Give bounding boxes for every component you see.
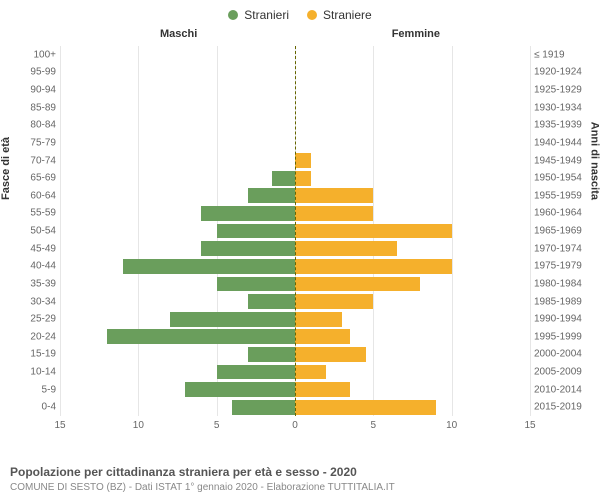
birth-year-label: 2000-2004 — [534, 349, 596, 360]
birth-year-label: 1980-1984 — [534, 278, 596, 289]
age-label: 95-99 — [8, 67, 56, 78]
age-label: 0-4 — [8, 402, 56, 413]
footer-subtitle: COMUNE DI SESTO (BZ) - Dati ISTAT 1° gen… — [10, 481, 590, 494]
birth-year-label: 1935-1939 — [534, 120, 596, 131]
birth-year-label: 1925-1929 — [534, 85, 596, 96]
x-tick-label: 10 — [446, 420, 457, 431]
bar-male — [217, 277, 295, 292]
gridline — [530, 46, 531, 416]
bar-female — [295, 241, 397, 256]
age-label: 65-69 — [8, 173, 56, 184]
bar-female — [295, 365, 326, 380]
legend-label-male: Stranieri — [244, 8, 289, 22]
center-line — [295, 46, 296, 416]
bar-male — [107, 329, 295, 344]
legend-dot-male — [228, 10, 238, 20]
legend-item-male: Stranieri — [228, 6, 289, 24]
birth-year-label: 1965-1969 — [534, 226, 596, 237]
bar-male — [201, 206, 295, 221]
bar-female — [295, 329, 350, 344]
age-label: 5-9 — [8, 384, 56, 395]
x-tick-label: 5 — [371, 420, 377, 431]
age-label: 75-79 — [8, 137, 56, 148]
bar-female — [295, 294, 373, 309]
x-tick-label: 10 — [133, 420, 144, 431]
age-label: 40-44 — [8, 261, 56, 272]
birth-year-label: 1930-1934 — [534, 102, 596, 113]
age-label: 50-54 — [8, 226, 56, 237]
bar-female — [295, 277, 420, 292]
chart-area: Maschi Femmine Fasce di età Anni di nasc… — [0, 24, 600, 444]
birth-year-label: 1940-1944 — [534, 137, 596, 148]
birth-year-label: 2015-2019 — [534, 402, 596, 413]
age-label: 25-29 — [8, 314, 56, 325]
bar-female — [295, 382, 350, 397]
birth-year-label: 1945-1949 — [534, 155, 596, 166]
bar-male — [232, 400, 295, 415]
age-label: 100+ — [8, 49, 56, 60]
column-title-female: Femmine — [392, 28, 440, 40]
bar-female — [295, 188, 373, 203]
bar-female — [295, 224, 452, 239]
legend-dot-female — [307, 10, 317, 20]
age-label: 15-19 — [8, 349, 56, 360]
bar-female — [295, 259, 452, 274]
age-label: 30-34 — [8, 296, 56, 307]
birth-year-label: 2010-2014 — [534, 384, 596, 395]
bar-male — [123, 259, 295, 274]
birth-year-label: 1990-1994 — [534, 314, 596, 325]
bar-male — [201, 241, 295, 256]
age-label: 85-89 — [8, 102, 56, 113]
age-label: 70-74 — [8, 155, 56, 166]
bar-female — [295, 312, 342, 327]
bar-female — [295, 206, 373, 221]
footer-title: Popolazione per cittadinanza straniera p… — [10, 465, 590, 481]
age-label: 10-14 — [8, 367, 56, 378]
bar-female — [295, 171, 311, 186]
birth-year-label: 2005-2009 — [534, 367, 596, 378]
legend-label-female: Straniere — [323, 8, 372, 22]
birth-year-label: 1920-1924 — [534, 67, 596, 78]
age-label: 80-84 — [8, 120, 56, 131]
birth-year-label: 1955-1959 — [534, 190, 596, 201]
birth-year-label: ≤ 1919 — [534, 49, 596, 60]
x-tick-label: 15 — [54, 420, 65, 431]
x-tick-label: 0 — [292, 420, 298, 431]
legend-item-female: Straniere — [307, 6, 372, 24]
birth-year-label: 1985-1989 — [534, 296, 596, 307]
footer: Popolazione per cittadinanza straniera p… — [10, 465, 590, 494]
age-label: 55-59 — [8, 208, 56, 219]
x-tick-label: 5 — [214, 420, 220, 431]
age-label: 60-64 — [8, 190, 56, 201]
age-label: 45-49 — [8, 243, 56, 254]
age-label: 35-39 — [8, 278, 56, 289]
bar-male — [248, 294, 295, 309]
bar-male — [217, 224, 295, 239]
birth-year-label: 1950-1954 — [534, 173, 596, 184]
age-label: 20-24 — [8, 331, 56, 342]
legend: Stranieri Straniere — [0, 0, 600, 24]
x-tick-label: 15 — [524, 420, 535, 431]
bar-male — [217, 365, 295, 380]
bar-male — [185, 382, 295, 397]
plot: 100+≤ 191995-991920-192490-941925-192985… — [60, 46, 530, 416]
bar-female — [295, 347, 366, 362]
birth-year-label: 1970-1974 — [534, 243, 596, 254]
column-title-male: Maschi — [160, 28, 197, 40]
bar-male — [170, 312, 295, 327]
bar-male — [248, 347, 295, 362]
bar-male — [248, 188, 295, 203]
birth-year-label: 1960-1964 — [534, 208, 596, 219]
bar-male — [272, 171, 296, 186]
age-label: 90-94 — [8, 85, 56, 96]
x-ticks: 15105051015 — [60, 420, 530, 434]
bar-female — [295, 153, 311, 168]
birth-year-label: 1995-1999 — [534, 331, 596, 342]
birth-year-label: 1975-1979 — [534, 261, 596, 272]
bar-female — [295, 400, 436, 415]
